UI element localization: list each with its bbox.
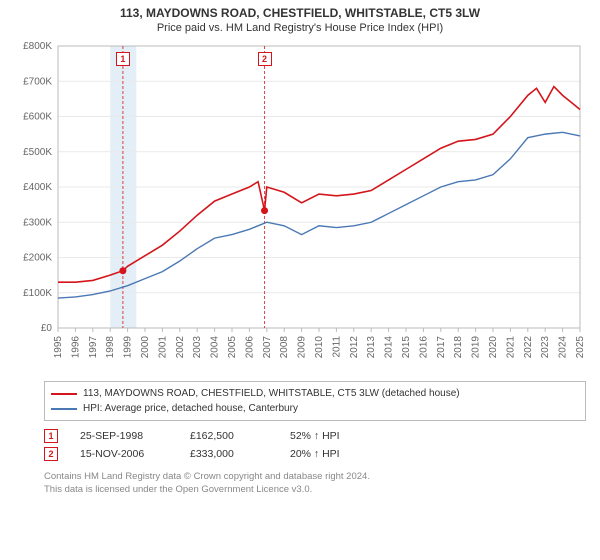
svg-text:£700K: £700K [23, 76, 52, 87]
svg-text:£300K: £300K [23, 217, 52, 228]
event-price: £333,000 [190, 448, 290, 460]
svg-text:2008: 2008 [279, 336, 290, 359]
event-date: 25-SEP-1998 [80, 430, 190, 442]
price-chart: £0 £100K £200K £300K £400K £500K £600K £700K £80… [14, 40, 586, 373]
footer-line: Contains HM Land Registry data © Crown c… [44, 471, 586, 484]
event-date: 15-NOV-2006 [80, 448, 190, 460]
legend-label: 113, MAYDOWNS ROAD, CHESTFIELD, WHITSTAB… [83, 386, 460, 401]
svg-text:2012: 2012 [349, 336, 360, 359]
svg-text:2014: 2014 [384, 336, 395, 359]
svg-text:2020: 2020 [488, 336, 499, 359]
svg-text:1995: 1995 [53, 336, 64, 359]
svg-text:2019: 2019 [471, 336, 482, 359]
svg-text:£400K: £400K [23, 182, 52, 193]
svg-text:£600K: £600K [23, 112, 52, 123]
svg-text:2002: 2002 [175, 336, 186, 359]
event-marker-badge: 1 [116, 52, 130, 66]
event-price: £162,500 [190, 430, 290, 442]
footer-line: This data is licensed under the Open Gov… [44, 484, 586, 497]
svg-text:2011: 2011 [331, 336, 342, 358]
svg-text:2023: 2023 [540, 336, 551, 359]
event-pct: 20% ↑ HPI [290, 448, 370, 460]
svg-text:2025: 2025 [575, 336, 586, 359]
legend-item: HPI: Average price, detached house, Cant… [51, 401, 579, 416]
svg-text:2005: 2005 [227, 336, 238, 359]
svg-text:1996: 1996 [70, 336, 81, 359]
event-row: 1 25-SEP-1998£162,50052% ↑ HPI [44, 427, 586, 445]
svg-text:1998: 1998 [105, 336, 116, 359]
svg-text:1999: 1999 [123, 336, 134, 359]
svg-text:£500K: £500K [23, 147, 52, 158]
legend-swatch [51, 393, 77, 395]
svg-text:2015: 2015 [401, 336, 412, 359]
svg-text:2013: 2013 [366, 336, 377, 359]
svg-text:£0: £0 [41, 323, 53, 334]
event-pct: 52% ↑ HPI [290, 430, 370, 442]
event-row: 2 15-NOV-2006£333,00020% ↑ HPI [44, 445, 586, 463]
svg-text:£200K: £200K [23, 253, 52, 264]
svg-text:2022: 2022 [523, 336, 534, 359]
event-marker-badge: 2 [258, 52, 272, 66]
page-subtitle: Price paid vs. HM Land Registry's House … [0, 22, 600, 34]
legend: 113, MAYDOWNS ROAD, CHESTFIELD, WHITSTAB… [44, 381, 586, 421]
svg-text:2001: 2001 [157, 336, 168, 359]
event-table: 1 25-SEP-1998£162,50052% ↑ HPI 2 15-NOV-200… [44, 427, 586, 463]
svg-text:2010: 2010 [314, 336, 325, 359]
svg-text:2003: 2003 [192, 336, 203, 359]
svg-text:2009: 2009 [297, 336, 308, 359]
page-title: 113, MAYDOWNS ROAD, CHESTFIELD, WHITSTAB… [0, 6, 600, 20]
svg-text:2024: 2024 [558, 336, 569, 359]
legend-label: HPI: Average price, detached house, Cant… [83, 401, 298, 416]
svg-text:2004: 2004 [210, 336, 221, 359]
footer-attribution: Contains HM Land Registry data © Crown c… [44, 471, 586, 497]
legend-swatch [51, 408, 77, 410]
svg-text:1997: 1997 [88, 336, 99, 359]
svg-text:£800K: £800K [23, 41, 52, 52]
event-badge: 2 [44, 447, 58, 461]
event-badge: 1 [44, 429, 58, 443]
svg-text:2016: 2016 [418, 336, 429, 359]
svg-text:£100K: £100K [23, 288, 52, 299]
svg-text:2000: 2000 [140, 336, 151, 359]
svg-text:2006: 2006 [244, 336, 255, 359]
svg-text:2021: 2021 [505, 336, 516, 359]
svg-text:2017: 2017 [436, 336, 447, 359]
svg-text:2018: 2018 [453, 336, 464, 359]
svg-text:2007: 2007 [262, 336, 273, 359]
legend-item: 113, MAYDOWNS ROAD, CHESTFIELD, WHITSTAB… [51, 386, 579, 401]
